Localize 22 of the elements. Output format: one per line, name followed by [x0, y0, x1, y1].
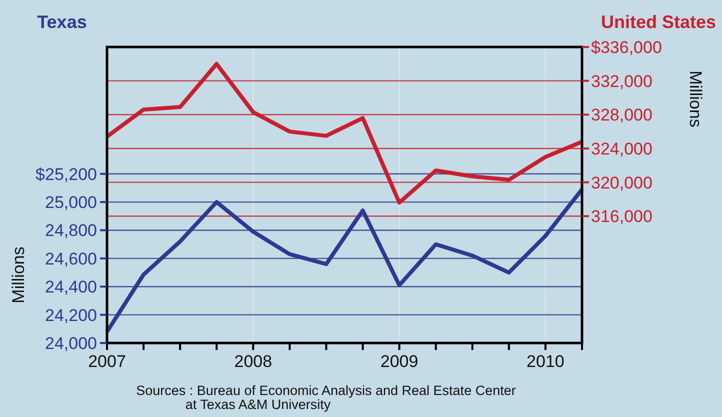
x-tick-label: 2008: [234, 352, 272, 371]
y-tick-label: 25,000: [45, 193, 97, 212]
x-tick-label: 2010: [526, 352, 564, 371]
y2-tick-label: $336,000: [591, 38, 662, 57]
x-tick-label: 2009: [380, 352, 418, 371]
y-tick-label: 24,000: [45, 334, 97, 353]
y-tick-label: 24,400: [45, 278, 97, 297]
y-tick-label: 24,800: [45, 221, 97, 240]
y-tick-label: $25,200: [36, 164, 97, 184]
x-tick-label: 2007: [88, 352, 126, 371]
y2-axis-title: Millions: [686, 70, 705, 128]
y-tick-label: 24,600: [45, 249, 97, 268]
text: Texas: [37, 12, 87, 32]
y-tick-label: 24,200: [45, 306, 97, 325]
y2-tick-label: 332,000: [591, 72, 652, 91]
y-axis-title: Millions: [9, 246, 28, 304]
y2-tick-label: 320,000: [591, 173, 652, 192]
y2-tick-label: 328,000: [591, 106, 652, 125]
text: United States: [600, 12, 716, 32]
source-note: Sources : Bureau of Economic Analysis and Real Estate Center at Texas A&M University: [136, 383, 516, 412]
y2-tick-label: 324,000: [591, 139, 652, 158]
y2-tick-label: 316,000: [591, 207, 652, 226]
